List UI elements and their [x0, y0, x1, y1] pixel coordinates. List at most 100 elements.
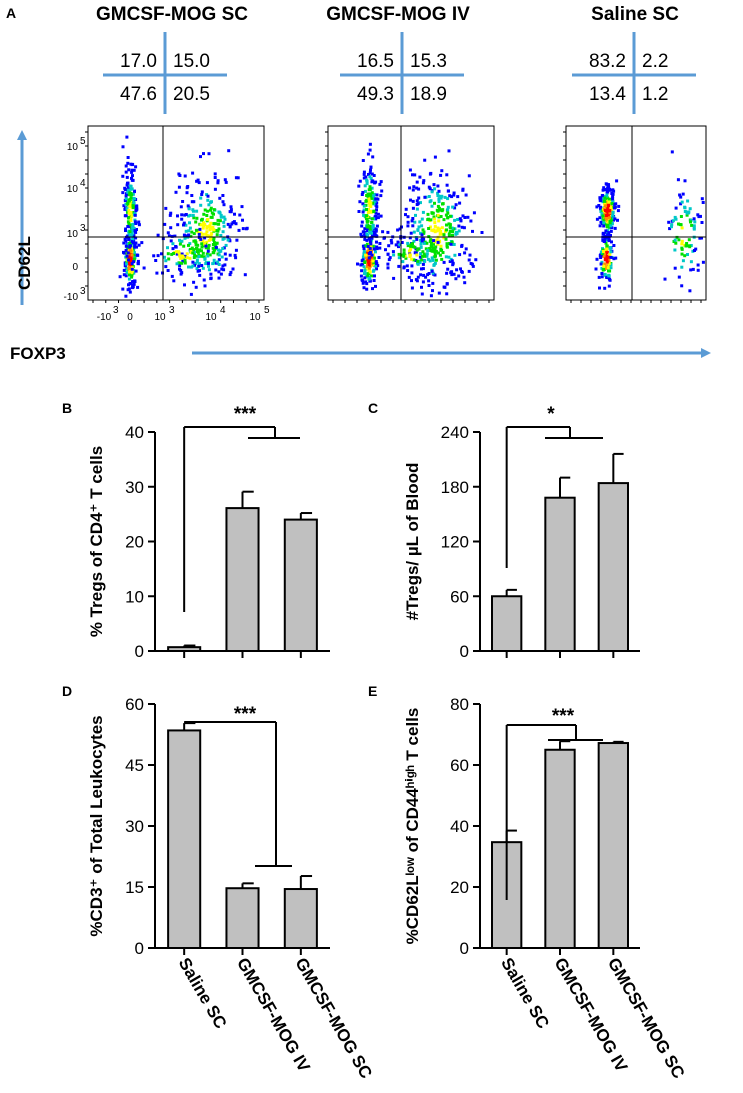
flow-event — [375, 193, 379, 197]
flow-event — [163, 222, 167, 226]
flow-event — [364, 280, 368, 284]
flow-event — [374, 264, 377, 268]
flow-event — [213, 187, 217, 191]
flow-event — [679, 202, 683, 206]
flow-event — [184, 213, 188, 216]
flow-event — [363, 234, 367, 238]
panel-letter-d: D — [62, 683, 72, 699]
flow-event — [447, 255, 451, 259]
y-tick-label: 0 — [460, 939, 469, 958]
flow-event — [364, 253, 368, 257]
flow-event — [132, 271, 136, 275]
flow-event — [130, 275, 134, 279]
flow-event — [402, 248, 406, 252]
flow-event — [130, 170, 134, 174]
flow-event — [411, 188, 415, 192]
flow-event — [383, 236, 386, 240]
flow-event — [599, 256, 603, 259]
y-tick-label: 40 — [125, 423, 144, 442]
flow-event — [125, 175, 129, 179]
flow-event — [674, 241, 678, 245]
flow-event — [605, 256, 609, 260]
flow-event — [356, 262, 359, 266]
flow-event — [367, 260, 371, 264]
flow-event — [423, 158, 427, 162]
flow-event — [223, 178, 227, 182]
flow-event — [364, 244, 368, 248]
flow-event — [605, 200, 609, 204]
flow-event — [441, 202, 444, 206]
flow-event — [447, 149, 451, 153]
flow-event — [406, 224, 410, 228]
flow-event — [375, 201, 379, 205]
flow-event — [365, 208, 368, 211]
flow-event — [363, 251, 366, 255]
flow-event — [357, 184, 361, 188]
flow-event — [155, 271, 159, 275]
flow-event — [439, 208, 442, 212]
flow-event — [126, 246, 130, 249]
flow-dots — [118, 135, 249, 298]
flow-event — [613, 217, 617, 221]
flow-event — [217, 258, 221, 262]
flow-event — [202, 221, 206, 225]
flow-event — [176, 214, 179, 218]
flow-event — [602, 186, 606, 190]
flow-event — [362, 170, 366, 174]
flow-event — [437, 189, 441, 193]
flow-event — [200, 249, 203, 253]
flow-event — [452, 272, 456, 276]
cd62l-axis-label: CD62L — [15, 236, 34, 290]
flow-event — [430, 204, 434, 208]
flow-event — [605, 194, 609, 198]
flow-event — [470, 262, 474, 266]
flow-event — [176, 223, 180, 227]
flow-event — [169, 211, 173, 215]
flow-event — [368, 270, 372, 274]
flow-event — [602, 239, 606, 243]
flow-event — [388, 256, 392, 260]
flow-event — [361, 255, 365, 259]
flow-event — [168, 213, 172, 217]
flow-event — [214, 245, 218, 249]
flow-event — [127, 199, 131, 203]
flow-event — [183, 258, 187, 262]
flow-event — [602, 224, 606, 228]
flow-event — [125, 183, 129, 187]
flow-event — [413, 220, 417, 224]
flow-event — [124, 214, 128, 218]
quadrant-lower-right-value: 18.9 — [410, 84, 447, 105]
flow-event — [392, 253, 396, 257]
y-tick-label: 30 — [125, 478, 144, 497]
flow-event — [207, 152, 211, 156]
flow-event — [455, 231, 459, 235]
flow-event — [420, 267, 423, 271]
flow-x-tick-exponent: 3 — [169, 305, 175, 316]
flow-event — [212, 238, 216, 242]
flow-event — [130, 262, 134, 265]
flow-event — [188, 242, 192, 246]
flow-event — [471, 264, 475, 268]
y-tick-label: 240 — [441, 423, 469, 442]
flow-event — [438, 227, 441, 231]
flow-event — [128, 241, 132, 245]
flow-event — [131, 210, 135, 214]
flow-event — [406, 244, 410, 248]
flow-event — [683, 210, 687, 213]
flow-event — [191, 208, 195, 212]
flow-event — [371, 259, 375, 263]
y-tick-label: 60 — [450, 587, 469, 606]
flow-event — [611, 213, 615, 217]
flow-event — [369, 201, 373, 205]
flow-event — [189, 234, 193, 238]
flow-event — [431, 258, 435, 262]
flow-event — [600, 266, 604, 270]
flow-event — [445, 242, 449, 246]
flow-event — [219, 272, 223, 276]
flow-event — [131, 192, 135, 196]
flow-event — [439, 232, 443, 236]
flow-event — [697, 215, 701, 219]
flow-event — [606, 266, 610, 270]
flow-event — [173, 234, 177, 238]
flow-event — [421, 280, 425, 284]
